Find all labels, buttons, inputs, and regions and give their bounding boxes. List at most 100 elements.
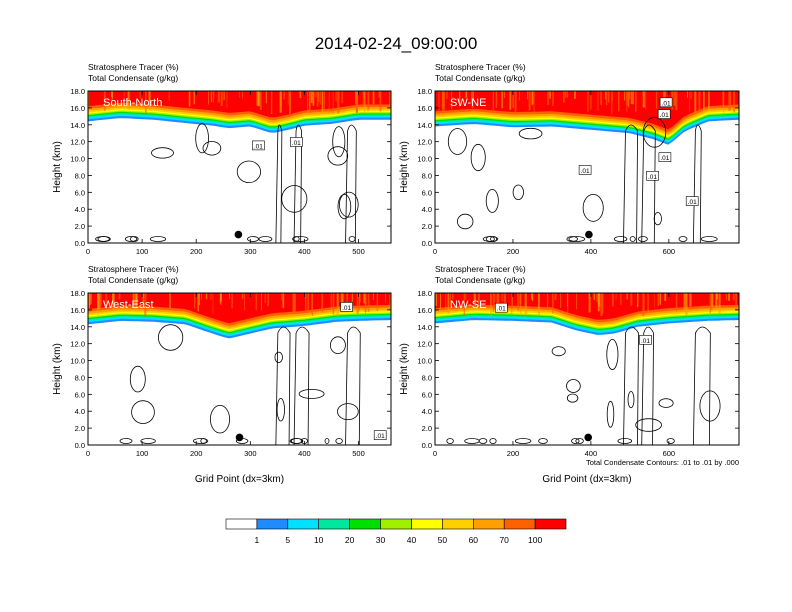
condensate-contour	[209, 405, 230, 434]
tracer-streak	[624, 91, 626, 101]
tracer-streak	[139, 91, 141, 99]
tracer-streak	[321, 91, 324, 114]
tracer-streak	[355, 91, 357, 105]
tracer-streak	[673, 91, 676, 106]
contour-label: .01	[292, 140, 301, 147]
tracer-streak	[443, 91, 445, 111]
y-tick-label: 10.0	[417, 155, 432, 164]
condensate-contour	[151, 147, 174, 159]
tracer-streak	[685, 293, 688, 317]
condensate-plume	[641, 326, 654, 445]
tracer-streak	[144, 293, 147, 317]
contour-label: .01	[497, 306, 506, 313]
tracer-streak	[494, 293, 496, 310]
surface-contour	[247, 236, 259, 242]
tracer-streak	[473, 91, 474, 100]
tracer-streak	[496, 293, 499, 304]
condensate-contour	[551, 346, 566, 357]
tracer-streak	[293, 293, 296, 314]
x-tick-label: 400	[298, 449, 311, 458]
surface-contour	[613, 236, 628, 242]
tracer-streak	[465, 91, 468, 98]
condensate-contour	[276, 398, 285, 422]
tracer-streak	[304, 293, 307, 313]
colorbar: 1 5 10 20 30 40 50 60 70 100	[225, 518, 567, 545]
tracer-streak	[438, 91, 440, 115]
tracer-streak	[531, 91, 533, 106]
tracer-streak	[365, 293, 366, 316]
surface-contour	[575, 438, 584, 444]
y-tick-label: 8.0	[422, 373, 432, 382]
y-tick-label: 18.0	[70, 87, 85, 96]
tracer-streak	[566, 91, 568, 98]
condensate-plume	[345, 326, 361, 445]
contour-label: .01	[581, 168, 590, 175]
panel-label: West-East	[103, 299, 154, 311]
tracer-streak	[256, 91, 259, 106]
tracer-streak	[321, 293, 324, 313]
condensate-plume	[693, 326, 711, 445]
tracer-streak	[197, 293, 199, 311]
tracer-streak	[111, 91, 113, 97]
x-axis-label: Grid Point (dx=3km)	[542, 474, 631, 485]
tracer-streak	[528, 91, 531, 111]
tracer-streak	[316, 91, 319, 107]
contour-label: .01	[254, 143, 263, 150]
condensate-contour	[566, 379, 581, 393]
colorbar-label: 40	[407, 535, 417, 545]
tracer-streak	[511, 293, 513, 315]
colorbar-swatch	[503, 518, 536, 530]
tracer-streak	[587, 91, 589, 112]
y-tick-label: 2.0	[422, 424, 432, 433]
tracer-streak	[103, 91, 106, 111]
condensate-contour	[337, 403, 359, 421]
tracer-streak	[503, 293, 506, 308]
x-tick-label: 300	[244, 449, 257, 458]
surface-contour	[446, 438, 454, 444]
panels: .01 .01 South-North Stratosphere Tracer (%)…	[52, 62, 740, 485]
tracer-streak	[560, 293, 562, 308]
x-tick-label: 600	[663, 247, 676, 256]
tracer-streak	[193, 91, 195, 105]
tracer-streak	[208, 91, 209, 105]
tracer-streak	[111, 91, 113, 105]
y-tick-label: 18.0	[417, 289, 432, 298]
tracer-streak	[449, 293, 451, 308]
y-tick-label: 10.0	[417, 357, 432, 366]
tracer-streak	[201, 293, 202, 300]
surface-contour	[485, 236, 495, 242]
condensate-plume	[275, 124, 283, 243]
tracer-streak	[88, 91, 90, 114]
condensate-contour	[606, 338, 619, 370]
tracer-streak	[531, 293, 533, 300]
contour-label-box	[578, 165, 592, 175]
y-tick-label: 18.0	[417, 87, 432, 96]
tracer-streak	[362, 91, 365, 106]
tracer-streak	[364, 91, 366, 114]
tracer-streak	[645, 91, 647, 110]
tracer-streak	[471, 91, 474, 109]
tracer-streak	[538, 293, 540, 315]
tracer-streak	[258, 91, 260, 107]
tracer-streak	[593, 293, 595, 300]
x-tick-label: 100	[136, 247, 149, 256]
tracer-streak	[271, 91, 273, 114]
surface-contour	[95, 236, 110, 242]
tracer-streak	[711, 293, 714, 308]
y-tick-label: 12.0	[417, 138, 432, 147]
colorbar-label: 20	[345, 535, 355, 545]
surface-contour	[292, 236, 309, 242]
surface-contour	[129, 236, 139, 242]
condensate-contour	[653, 212, 662, 226]
tracer-streak	[503, 91, 505, 98]
y-tick-label: 4.0	[75, 205, 85, 214]
tracer-streak	[655, 91, 658, 109]
tracer-streak	[210, 293, 212, 300]
x-tick-label: 400	[585, 449, 598, 458]
location-marker	[585, 230, 593, 239]
condensate-contour	[518, 127, 543, 140]
tracer-streak	[308, 91, 311, 113]
y-axis-label: Height (km)	[399, 141, 410, 193]
tracer-streak	[605, 91, 607, 100]
tracer-streak	[127, 91, 130, 110]
